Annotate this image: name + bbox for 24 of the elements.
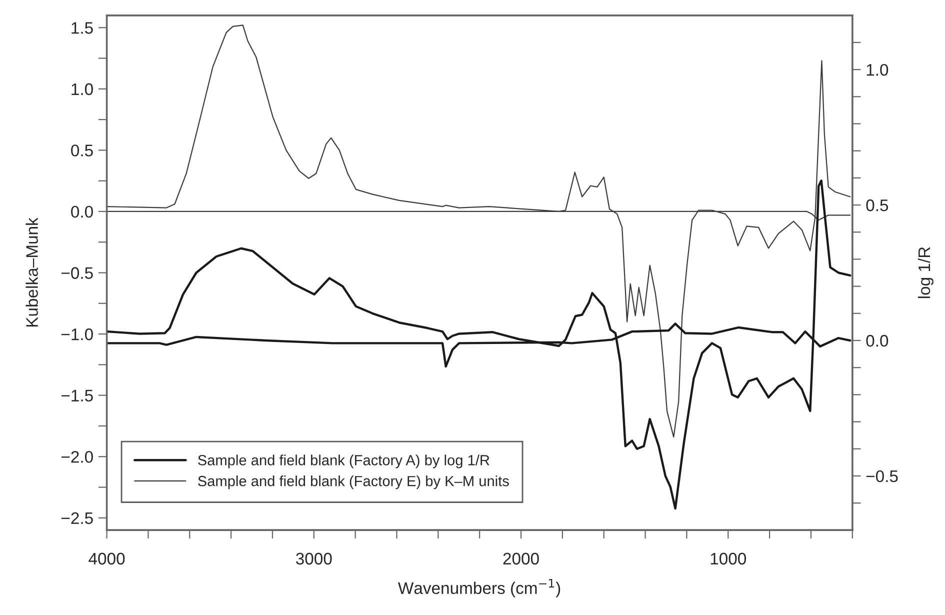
x-tick-label: 3000	[296, 552, 332, 565]
y2-tick-label: −0.5	[866, 470, 898, 482]
y-tick-label: −1.0	[62, 328, 93, 340]
x-tick-label: 2000	[503, 552, 539, 565]
y2-tick-label: 0.5	[866, 199, 888, 212]
x-axis-title: Wavenumbers (cm$^{−1}$)	[398, 579, 560, 598]
y-tick-label: −0.5	[62, 267, 93, 279]
y-tick-label: 1.0	[72, 83, 93, 96]
line-series	[106, 180, 852, 510]
legend-label: Sample and field blank (Factory E) by K–M units	[198, 476, 509, 490]
y2-tick-label: 1.0	[866, 64, 888, 76]
line-series	[106, 24, 851, 438]
x-tick-label: 1000	[710, 552, 746, 565]
y-tick-label: 0.5	[71, 144, 93, 156]
x-tick-label: 4000	[88, 552, 125, 565]
y-tick-label: 0.0	[71, 206, 93, 218]
y2-axis-title: log 1/R	[918, 247, 934, 298]
y2-tick-label: 0.0	[866, 334, 888, 347]
y-tick-label: −2.0	[62, 450, 93, 463]
y-axis-title: Kubelka–Munk	[26, 218, 38, 327]
legend-label: Sample and field blank (Factory A) by log 1/R	[198, 454, 490, 468]
y-tick-label: 1.5	[72, 22, 93, 34]
y-tick-label: −2.5	[62, 512, 93, 524]
y-tick-label: −1.5	[62, 390, 93, 402]
